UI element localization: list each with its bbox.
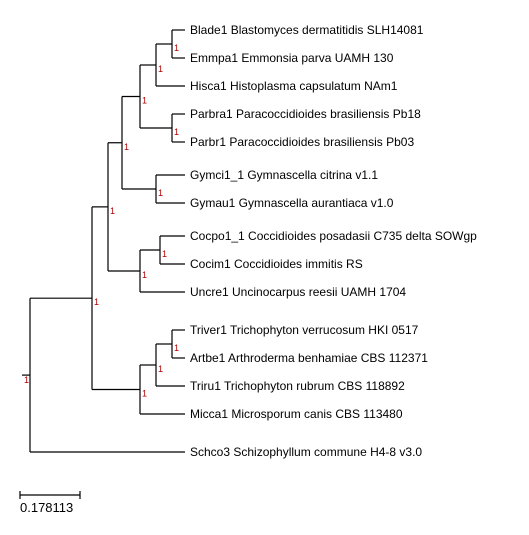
support-value: 1	[24, 375, 29, 385]
tip-label: Micca1 Microsporum canis CBS 113480	[190, 407, 403, 421]
tip-label: Artbe1 Arthroderma benhamiae CBS 112371	[190, 351, 428, 365]
support-value: 1	[158, 64, 163, 74]
tip-label: Triver1 Trichophyton verrucosum HKI 0517	[190, 323, 419, 337]
tip-label: Gymci1_1 Gymnascella citrina v1.1	[190, 168, 378, 182]
tip-label: Schco3 Schizophyllum commune H4-8 v3.0	[190, 445, 422, 459]
tip-label: Emmpa1 Emmonsia parva UAMH 130	[190, 51, 394, 65]
support-value: 1	[142, 389, 147, 399]
support-value: 1	[158, 188, 163, 198]
tip-label: Blade1 Blastomyces dermatitidis SLH14081	[190, 23, 424, 37]
tip-label: Cocim1 Coccidioides immitis RS	[190, 257, 363, 271]
support-value: 1	[124, 142, 129, 152]
support-value: 1	[94, 297, 99, 307]
tip-label: Triru1 Trichophyton rubrum CBS 118892	[190, 379, 405, 393]
tip-label: Parbr1 Paracoccidioides brasiliensis Pb0…	[190, 135, 414, 149]
tip-label: Hisca1 Histoplasma capsulatum NAm1	[190, 79, 398, 93]
tip-label: Cocpo1_1 Coccidioides posadasii C735 del…	[190, 229, 477, 243]
support-value: 1	[174, 343, 179, 353]
support-value: 1	[174, 43, 179, 53]
tip-label: Parbra1 Paracoccidioides brasiliensis Pb…	[190, 107, 421, 121]
support-value: 1	[174, 127, 179, 137]
support-value: 1	[142, 96, 147, 106]
support-value: 1	[162, 249, 167, 259]
tip-label: Uncre1 Uncinocarpus reesii UAMH 1704	[190, 285, 406, 299]
scale-bar-label: 0.178113	[20, 500, 73, 515]
support-value: 1	[158, 364, 163, 374]
support-value: 1	[110, 206, 115, 216]
support-value: 1	[142, 270, 147, 280]
tip-label: Gymau1 Gymnascella aurantiaca v1.0	[190, 196, 394, 210]
phylogenetic-tree: 1 1 1 1 1 1 1 1 1 1 1 1 1 1 Blade1 Blastomyces dermati…	[0, 0, 529, 535]
